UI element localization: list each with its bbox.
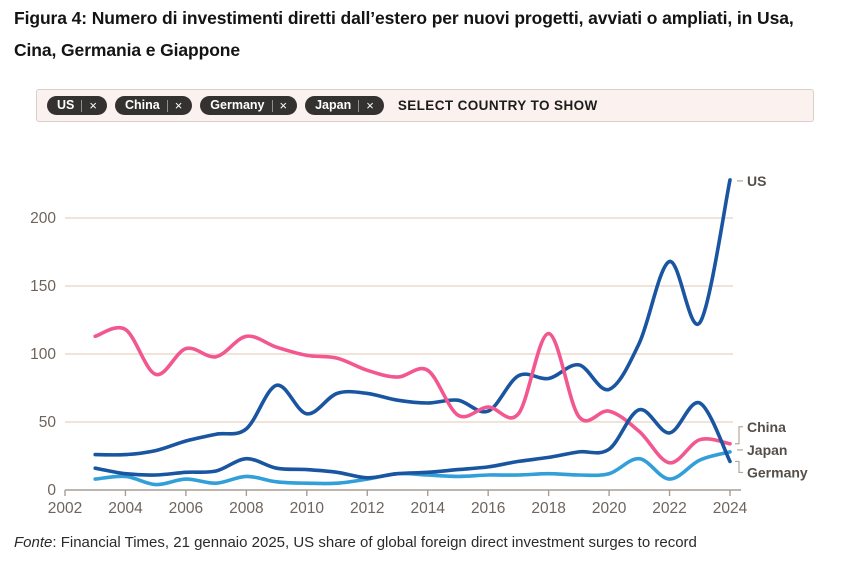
figure-title: Figura 4: Numero di investimenti diretti… xyxy=(14,8,794,61)
series-line-us xyxy=(93,178,732,457)
x-tick-label-2012: 2012 xyxy=(350,500,384,517)
x-tick-label-2024: 2024 xyxy=(713,500,748,517)
tag-label: US xyxy=(57,98,75,113)
fdi-line-chart: 2002 2004 2006 2008 2010 2012 2014 2016 2018 2020… xyxy=(0,150,850,535)
series-end-label-japan: Japan xyxy=(747,442,787,458)
series-end-label-us: US xyxy=(747,173,766,189)
y-tick-label-50: 50 xyxy=(39,414,57,431)
country-tags: US × China × Germany × Japan × xyxy=(47,96,384,115)
country-tag-china[interactable]: China × xyxy=(114,96,193,115)
y-tick-label-0: 0 xyxy=(47,482,56,499)
tag-label: China xyxy=(124,98,160,113)
series-line-germany xyxy=(93,401,732,480)
country-tag-japan[interactable]: Japan × xyxy=(305,96,384,115)
filter-prompt: SELECT COUNTRY TO SHOW xyxy=(397,98,598,113)
country-filter-bar: US × China × Germany × Japan × SELECT COUNTRY T… xyxy=(36,89,814,122)
x-tick-label-2022: 2022 xyxy=(652,500,686,517)
tag-divider xyxy=(81,99,83,112)
tag-divider xyxy=(271,99,273,112)
x-tick-label-2010: 2010 xyxy=(290,500,325,517)
x-tick-label-2004: 2004 xyxy=(108,500,143,517)
y-tick-label-150: 150 xyxy=(30,278,56,295)
source-text: : Financial Times, 21 gennaio 2025, US s… xyxy=(52,534,697,551)
remove-tag-icon[interactable]: × xyxy=(279,98,288,113)
country-tag-germany[interactable]: Germany × xyxy=(200,96,298,115)
remove-tag-icon[interactable]: × xyxy=(89,98,97,113)
x-tick-label-2014: 2014 xyxy=(410,500,445,517)
series-end-label-china: China xyxy=(747,419,786,435)
leader-line-germany xyxy=(735,460,743,474)
series-line-china xyxy=(93,325,732,465)
series-line-japan xyxy=(93,450,732,487)
remove-tag-icon[interactable]: × xyxy=(174,98,183,113)
x-tick-label-2008: 2008 xyxy=(229,500,263,517)
x-tick-label-2006: 2006 xyxy=(169,500,203,517)
chart-canvas: 2002 2004 2006 2008 2010 2012 2014 2016 2018 2020… xyxy=(30,173,808,517)
y-tick-label-100: 100 xyxy=(30,346,56,363)
y-tick-label-200: 200 xyxy=(30,210,56,227)
series-end-label-germany: Germany xyxy=(747,464,808,480)
x-tick-label-2020: 2020 xyxy=(592,500,627,517)
tag-divider xyxy=(166,99,168,112)
source-label: Fonte xyxy=(14,534,53,551)
x-tick-label-2016: 2016 xyxy=(471,500,505,517)
tag-divider xyxy=(358,99,360,112)
country-tag-us[interactable]: US × xyxy=(47,96,107,115)
source-note: Fonte: Financial Times, 21 gennaio 2025,… xyxy=(14,534,697,551)
tag-label: Germany xyxy=(210,98,265,113)
remove-tag-icon[interactable]: × xyxy=(366,98,374,113)
x-tick-label-2018: 2018 xyxy=(531,500,565,517)
x-tick-label-2002: 2002 xyxy=(48,500,82,517)
leader-line-china xyxy=(735,426,743,445)
tag-label: Japan xyxy=(315,98,352,113)
